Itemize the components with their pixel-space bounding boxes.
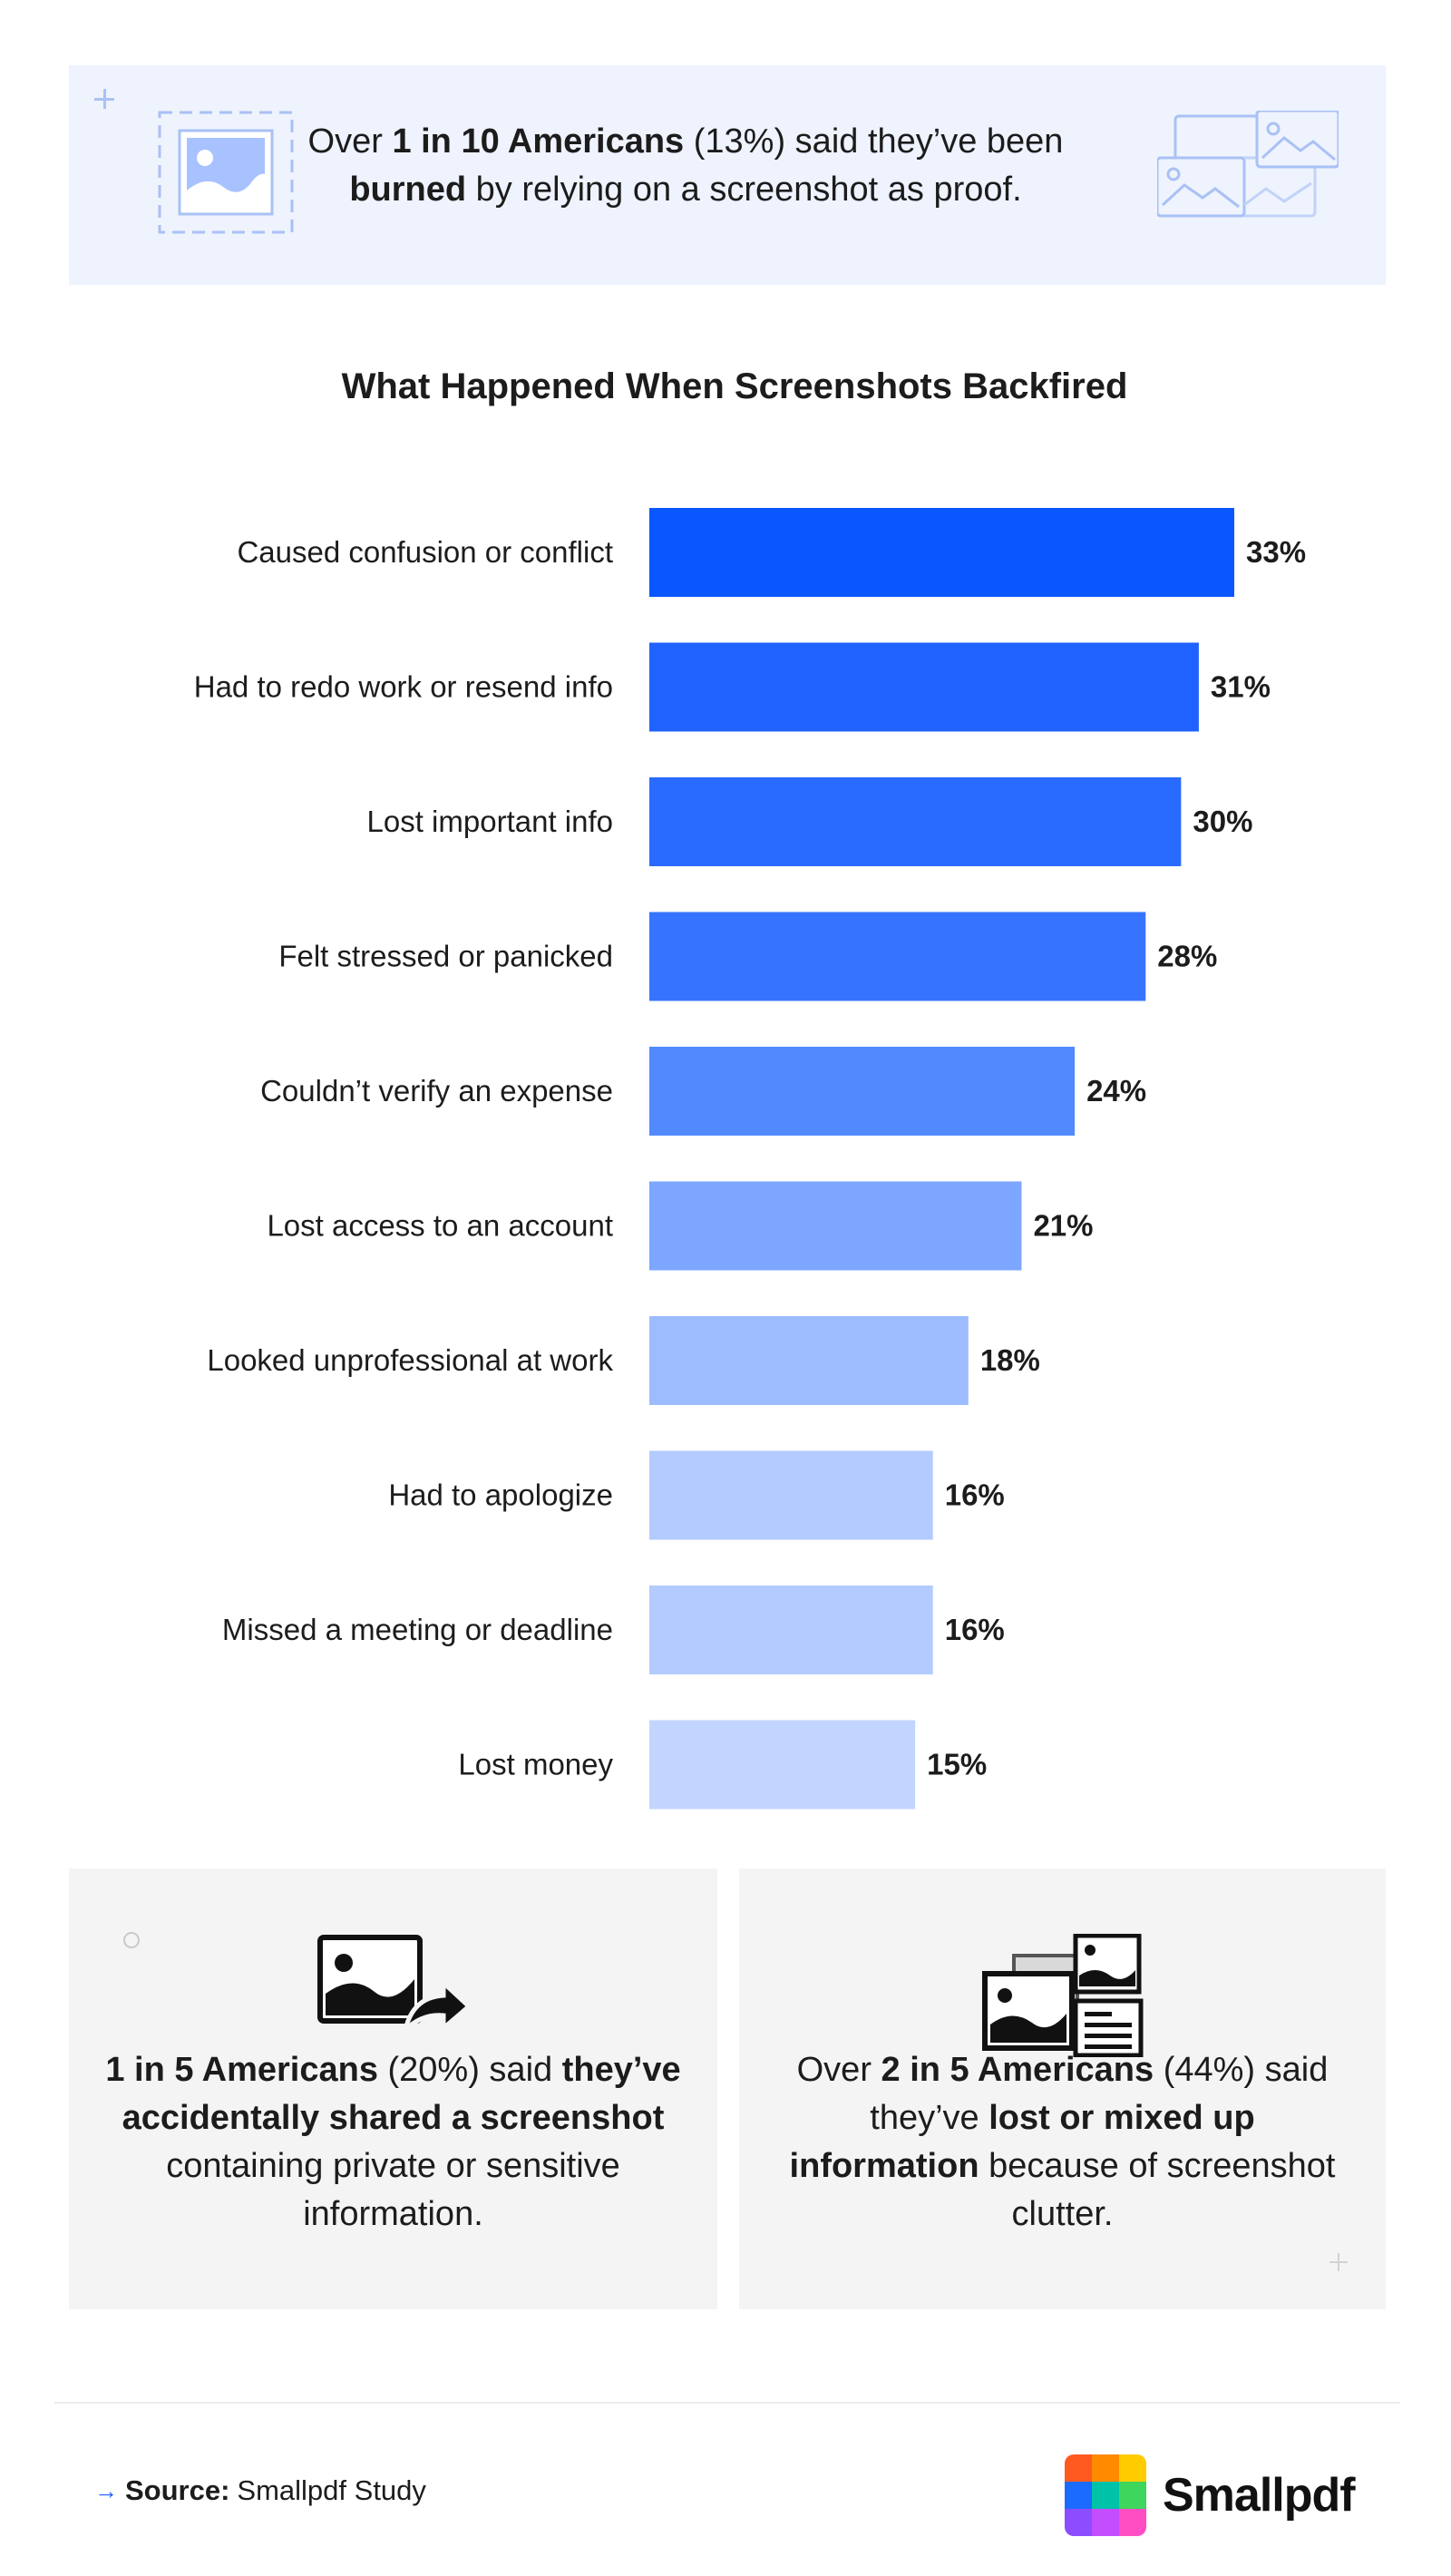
value-label: 16% xyxy=(945,1613,1005,1646)
bar xyxy=(649,1720,916,1810)
logo-tile xyxy=(1119,2482,1146,2509)
bar xyxy=(649,642,1199,732)
plus-decoration-icon xyxy=(94,89,114,109)
image-share-icon xyxy=(316,1935,471,2030)
value-label: 31% xyxy=(1211,670,1271,704)
stat-card-shared: 1 in 5 Americans (20%) said they’ve acci… xyxy=(69,1869,717,2309)
value-label: 21% xyxy=(1033,1209,1093,1243)
source-text: Smallpdf Study xyxy=(237,2474,426,2506)
source-label: Source: xyxy=(125,2474,230,2506)
category-label: Lost money xyxy=(458,1748,613,1781)
bar xyxy=(649,1450,933,1540)
smallpdf-logo-icon xyxy=(1065,2454,1146,2536)
category-label: Had to redo work or resend info xyxy=(194,670,613,704)
logo-tile xyxy=(1065,2482,1092,2509)
logo-tile xyxy=(1092,2454,1119,2482)
banner-text: Over 1 in 10 Americans (13%) said they’v… xyxy=(307,122,1064,209)
category-label: Lost access to an account xyxy=(267,1209,613,1243)
bar-chart: Caused confusion or conflict 33% Had to re… xyxy=(194,508,1306,1810)
category-label: Couldn’t verify an expense xyxy=(260,1074,613,1107)
logo-tile xyxy=(1119,2454,1146,2482)
logo-tile xyxy=(1119,2509,1146,2536)
stat-card-clutter-text: Over 2 in 5 Americans (44%) said they’ve… xyxy=(789,2051,1336,2233)
logo-tile xyxy=(1092,2509,1119,2536)
category-label: Caused confusion or conflict xyxy=(237,535,613,569)
value-label: 24% xyxy=(1086,1074,1146,1107)
bar xyxy=(649,1047,1076,1136)
value-label: 33% xyxy=(1246,535,1306,569)
smallpdf-logo: Smallpdf xyxy=(1065,2454,1356,2536)
logo-tile xyxy=(1065,2454,1092,2482)
value-label: 30% xyxy=(1193,805,1252,838)
bar xyxy=(649,1181,1022,1271)
logo-tile xyxy=(1065,2509,1092,2536)
value-label: 15% xyxy=(927,1748,987,1781)
category-label: Lost important info xyxy=(367,805,613,838)
stat-card-clutter: Over 2 in 5 Americans (44%) said they’ve… xyxy=(739,1869,1386,2309)
bar xyxy=(649,508,1234,597)
value-label: 28% xyxy=(1157,940,1217,973)
logo-tile xyxy=(1092,2482,1119,2509)
stat-card-shared-text: 1 in 5 Americans (20%) said they’ve acci… xyxy=(105,2051,681,2233)
plus-decoration-icon xyxy=(1329,2253,1348,2271)
image-placeholder-icon xyxy=(158,111,294,234)
chart-title: What Happened When Screenshots Backfired xyxy=(341,366,1128,406)
source-note: → Source: Smallpdf Study xyxy=(94,2474,426,2507)
bar xyxy=(649,1586,933,1674)
image-stack-icon xyxy=(981,1934,1143,2057)
category-label: Looked unprofessional at work xyxy=(207,1343,613,1377)
circle-decoration-icon xyxy=(123,1932,140,1948)
summary-banner: Over 1 in 10 Americans (13%) said they’v… xyxy=(69,65,1386,285)
brand-name: Smallpdf xyxy=(1163,2469,1356,2522)
bar xyxy=(649,777,1182,866)
arrow-right-icon: → xyxy=(94,2476,118,2504)
footer-divider xyxy=(54,2402,1400,2404)
category-label: Had to apologize xyxy=(388,1478,613,1512)
image-stack-outline-icon xyxy=(1157,111,1339,218)
category-label: Felt stressed or panicked xyxy=(278,940,613,973)
bar xyxy=(649,1316,969,1405)
bar xyxy=(649,912,1146,1001)
value-label: 18% xyxy=(980,1343,1040,1377)
value-label: 16% xyxy=(945,1478,1005,1512)
category-label: Missed a meeting or deadline xyxy=(222,1613,613,1646)
